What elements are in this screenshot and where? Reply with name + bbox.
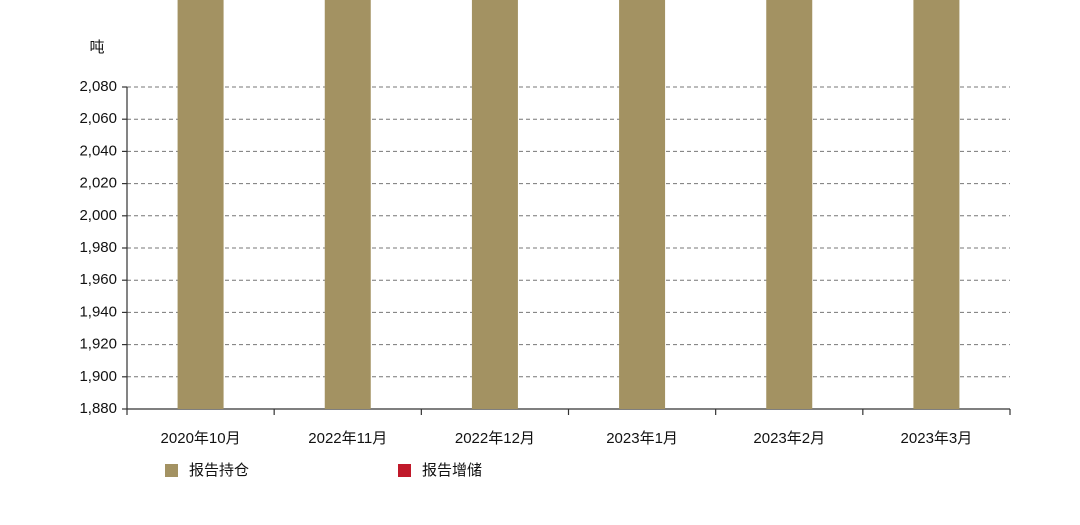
y-tick-label: 1,900: [79, 368, 117, 385]
bar-segment: [913, 0, 960, 409]
y-tick-label: 2,020: [79, 175, 117, 192]
x-tick-label: 2023年1月: [606, 430, 678, 447]
y-tick-label: 2,060: [79, 110, 117, 127]
bar-segment: [324, 0, 371, 409]
legend-swatch: [165, 464, 178, 477]
y-tick-label: 1,960: [79, 271, 117, 288]
x-tick-label: 2022年12月: [455, 430, 535, 447]
bar-segment: [471, 0, 518, 409]
x-tick-label: 2022年11月: [308, 430, 387, 447]
y-tick-label: 2,080: [79, 78, 117, 95]
legend-label: 报告增储: [422, 462, 482, 479]
y-axis-unit: 吨: [89, 39, 104, 56]
y-tick-label: 1,880: [79, 400, 117, 417]
y-tick-label: 2,040: [79, 142, 117, 159]
y-tick-label: 1,940: [79, 303, 117, 320]
bar-segment: [177, 0, 224, 409]
x-tick-label: 2023年2月: [753, 430, 825, 447]
y-tick-label: 1,980: [79, 239, 117, 256]
y-tick-label: 2,000: [79, 207, 117, 224]
x-tick-label: 2023年3月: [901, 430, 973, 447]
bar-segment: [766, 0, 813, 409]
legend-label: 报告持仓: [189, 462, 249, 479]
bar-segment: [619, 0, 666, 409]
y-tick-label: 1,920: [79, 336, 117, 353]
legend-swatch: [398, 464, 411, 477]
x-tick-label: 2020年10月: [161, 430, 241, 447]
